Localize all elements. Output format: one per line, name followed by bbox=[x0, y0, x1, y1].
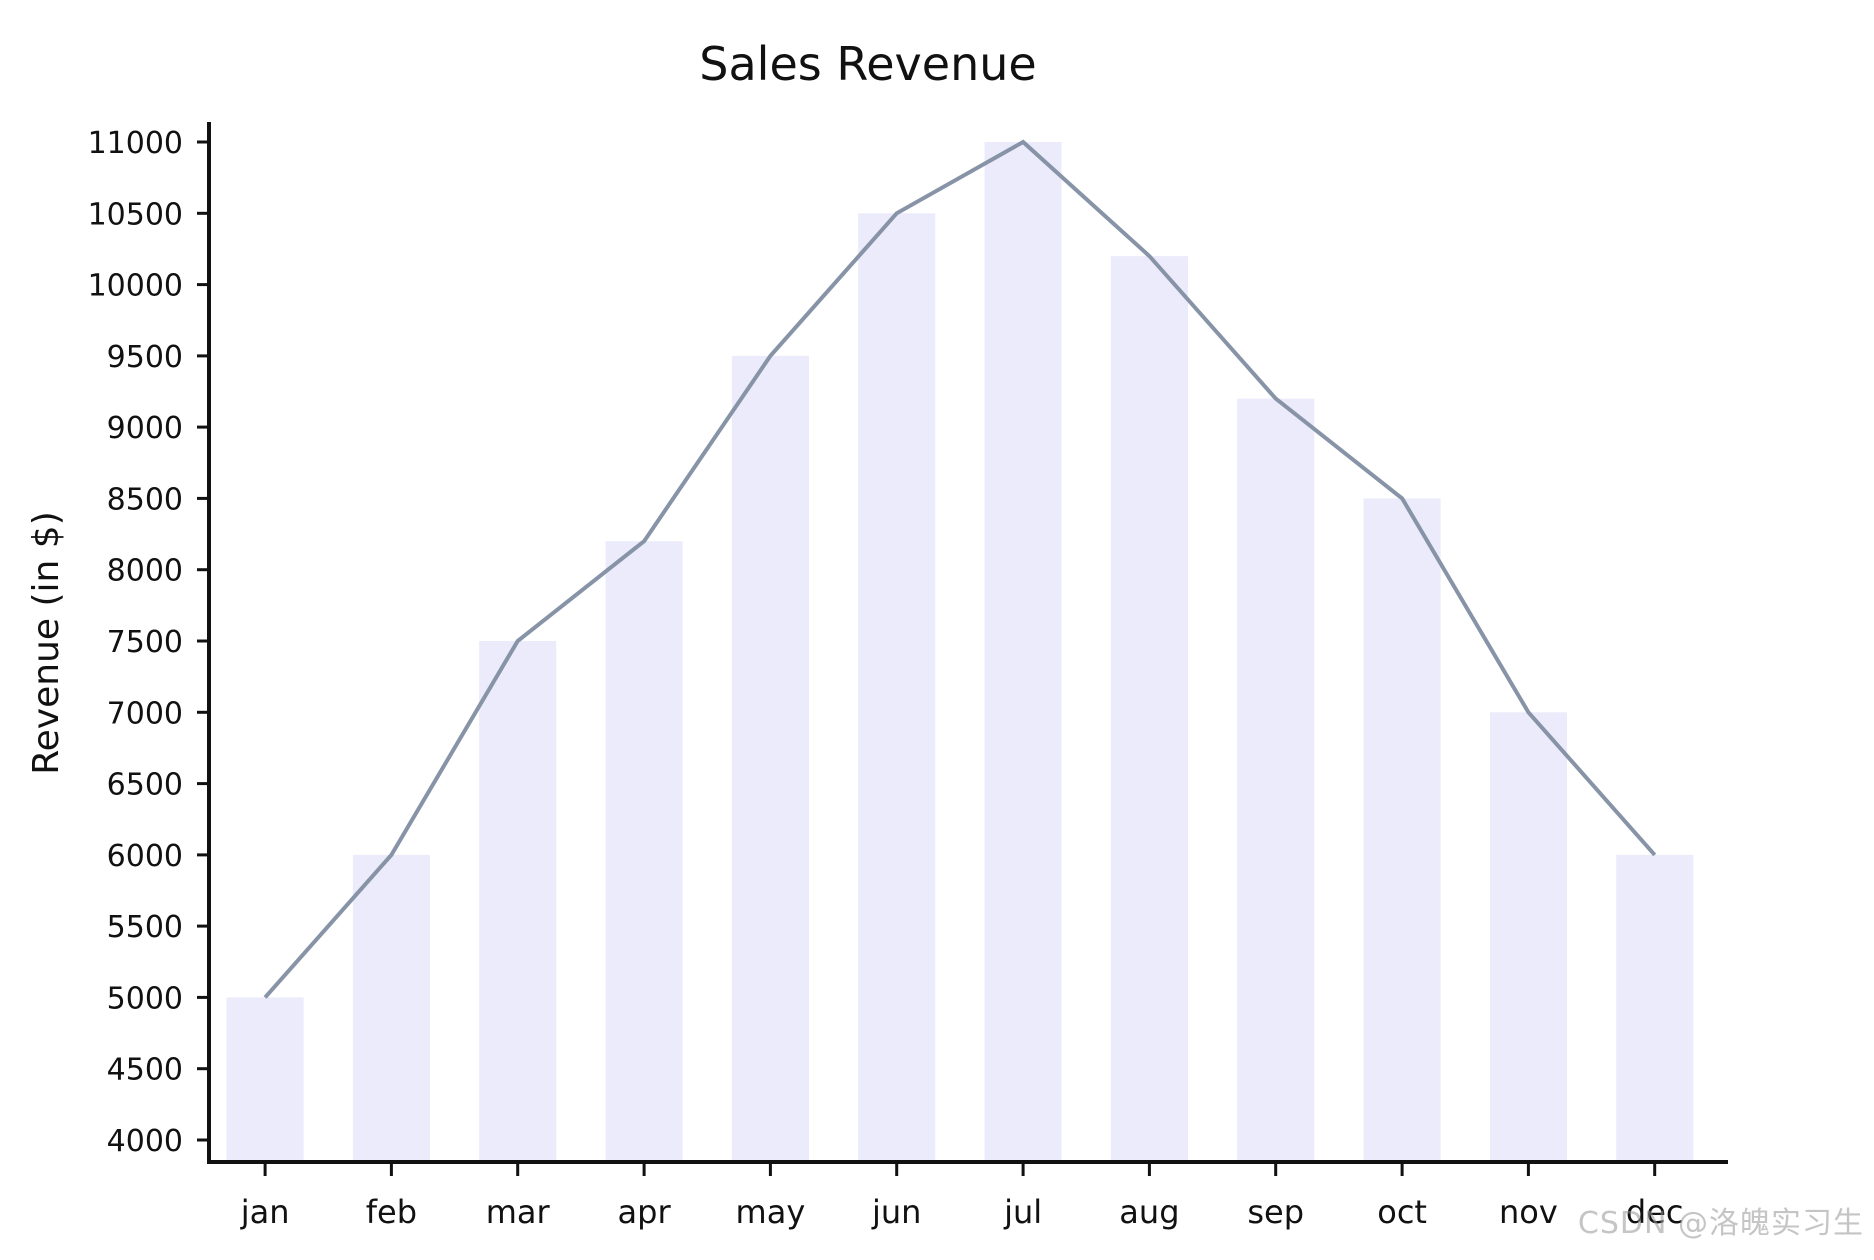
y-tick-label-8500: 8500 bbox=[107, 482, 183, 517]
x-tick-label-jul: jul bbox=[1003, 1193, 1042, 1231]
bar-aug bbox=[1110, 256, 1188, 1163]
x-tick-label-jun: jun bbox=[871, 1193, 921, 1231]
y-tick-label-9000: 9000 bbox=[107, 411, 183, 446]
y-tick-label-4000: 4000 bbox=[107, 1124, 183, 1159]
x-tick-label-dec: dec bbox=[1626, 1193, 1684, 1231]
bar-nov bbox=[1489, 712, 1567, 1162]
y-tick-label-5000: 5000 bbox=[107, 981, 183, 1016]
bar-mar bbox=[479, 641, 557, 1162]
watermark: CSDN @洛魄实习生 bbox=[1577, 1206, 1864, 1241]
bar-jan bbox=[226, 997, 304, 1162]
bar-may bbox=[731, 355, 809, 1162]
x-tick-label-oct: oct bbox=[1377, 1193, 1427, 1231]
y-tick-label-9500: 9500 bbox=[107, 340, 183, 375]
labels-layer: Sales Revenue Revenue (in $) bbox=[26, 37, 1037, 775]
bar-jun bbox=[858, 213, 936, 1163]
axes-layer: 4000 4500 5000 5500 6000 6500 7000 7500 8000 8500… bbox=[88, 122, 1728, 1231]
x-tick-label-jan: jan bbox=[240, 1193, 290, 1231]
line-layer bbox=[263, 139, 1657, 999]
chart-title: Sales Revenue bbox=[699, 37, 1036, 91]
bar-apr bbox=[605, 541, 683, 1162]
y-tick-label-6000: 6000 bbox=[107, 839, 183, 874]
bar-jul bbox=[984, 142, 1062, 1162]
x-tick-label-aug: aug bbox=[1119, 1193, 1179, 1231]
y-tick-label-10000: 10000 bbox=[88, 269, 183, 304]
bar-feb bbox=[352, 854, 430, 1162]
y-tick-label-8000: 8000 bbox=[107, 554, 183, 589]
bar-dec bbox=[1616, 854, 1694, 1162]
bar-sep bbox=[1237, 398, 1315, 1163]
y-tick-label-6500: 6500 bbox=[107, 768, 183, 803]
y-tick-label-11000: 11000 bbox=[88, 126, 183, 161]
bar-oct bbox=[1363, 498, 1441, 1162]
bars-layer bbox=[226, 142, 1694, 1163]
x-tick-label-sep: sep bbox=[1247, 1193, 1304, 1231]
y-tick-label-10500: 10500 bbox=[88, 197, 183, 232]
x-tick-label-mar: mar bbox=[486, 1193, 551, 1231]
x-tick-label-may: may bbox=[736, 1193, 806, 1231]
x-tick-label-feb: feb bbox=[366, 1193, 417, 1231]
y-tick-label-7000: 7000 bbox=[107, 696, 183, 731]
y-tick-label-7500: 7500 bbox=[107, 625, 183, 660]
y-tick-label-5500: 5500 bbox=[107, 910, 183, 945]
x-tick-label-apr: apr bbox=[618, 1193, 672, 1231]
x-tick-label-nov: nov bbox=[1499, 1193, 1558, 1231]
y-tick-label-4500: 4500 bbox=[107, 1053, 183, 1088]
revenue-line bbox=[263, 139, 1657, 999]
y-axis-label: Revenue (in $) bbox=[26, 511, 67, 774]
